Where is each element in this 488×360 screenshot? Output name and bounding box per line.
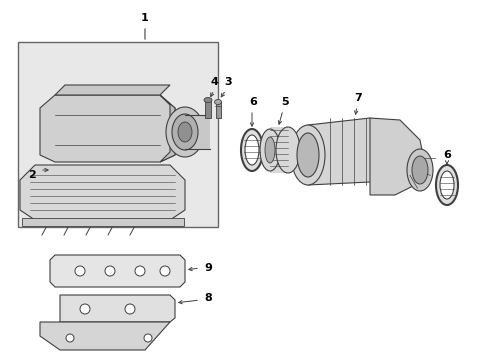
- Polygon shape: [55, 85, 170, 95]
- Polygon shape: [307, 118, 414, 185]
- Ellipse shape: [203, 98, 212, 103]
- Ellipse shape: [296, 133, 318, 177]
- Text: 7: 7: [353, 93, 361, 103]
- Bar: [269, 127, 287, 173]
- Polygon shape: [369, 118, 424, 195]
- Circle shape: [80, 304, 90, 314]
- Circle shape: [66, 334, 74, 342]
- Circle shape: [125, 304, 135, 314]
- Ellipse shape: [411, 156, 427, 184]
- Ellipse shape: [172, 114, 198, 150]
- Ellipse shape: [275, 127, 299, 173]
- Polygon shape: [20, 165, 184, 220]
- Circle shape: [143, 334, 152, 342]
- Ellipse shape: [214, 99, 221, 104]
- Ellipse shape: [165, 107, 203, 157]
- Text: 9: 9: [203, 263, 211, 273]
- Ellipse shape: [290, 125, 325, 185]
- Text: 8: 8: [203, 293, 211, 303]
- Ellipse shape: [241, 129, 263, 171]
- Circle shape: [75, 266, 85, 276]
- Circle shape: [105, 266, 115, 276]
- Text: 2: 2: [28, 170, 36, 180]
- Ellipse shape: [244, 135, 259, 165]
- Ellipse shape: [260, 129, 280, 171]
- Ellipse shape: [264, 137, 274, 163]
- Ellipse shape: [406, 149, 432, 191]
- Polygon shape: [60, 295, 175, 322]
- Text: 4: 4: [210, 77, 218, 87]
- Text: 6: 6: [248, 97, 256, 107]
- Text: 1: 1: [141, 13, 148, 23]
- Ellipse shape: [178, 122, 192, 142]
- Text: 3: 3: [224, 77, 231, 87]
- Bar: [22, 218, 183, 226]
- Bar: [18, 42, 218, 227]
- Text: 6: 6: [442, 150, 450, 160]
- Text: 5: 5: [281, 97, 288, 107]
- Ellipse shape: [435, 165, 457, 205]
- Polygon shape: [50, 255, 184, 287]
- Polygon shape: [40, 95, 175, 162]
- Polygon shape: [160, 95, 175, 162]
- Bar: [204, 100, 210, 118]
- Bar: [184, 115, 209, 149]
- Circle shape: [160, 266, 170, 276]
- Bar: [216, 102, 221, 118]
- Polygon shape: [40, 322, 170, 350]
- Circle shape: [135, 266, 145, 276]
- Ellipse shape: [439, 171, 453, 199]
